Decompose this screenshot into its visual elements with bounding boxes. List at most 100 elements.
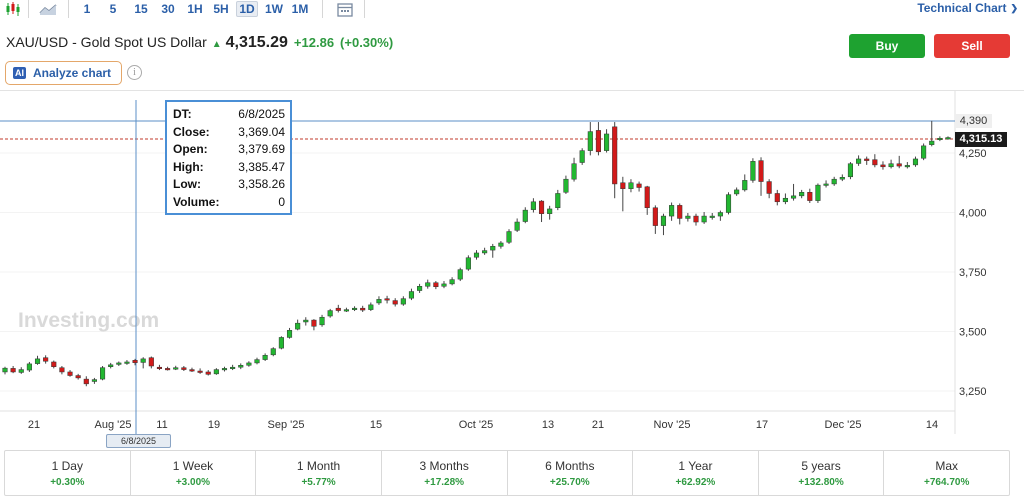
period-change: +132.80%: [798, 476, 844, 488]
candle-body: [709, 215, 715, 218]
interval-5[interactable]: 5: [109, 2, 117, 16]
candle-body: [579, 150, 585, 163]
candle-body: [10, 368, 16, 373]
candle-body: [669, 205, 675, 217]
area-chart-icon[interactable]: [38, 1, 58, 17]
candle-body: [856, 158, 862, 164]
candlestick-type-icon[interactable]: [4, 1, 22, 17]
candle-body: [197, 370, 203, 373]
candle-body: [912, 158, 919, 166]
x-tick-label: 19: [208, 419, 220, 431]
period-label: 1 Month: [296, 458, 341, 473]
toolbar-divider: [364, 0, 365, 18]
candle-body: [270, 348, 276, 356]
candle-body: [140, 358, 146, 363]
period-6-months[interactable]: 6 Months +25.70%: [508, 451, 634, 495]
candle-body: [75, 375, 81, 379]
candle-body: [522, 209, 528, 222]
y-tick-label: 3,250: [959, 386, 987, 398]
interval-1h[interactable]: 1H: [187, 2, 203, 16]
candle-body: [319, 316, 325, 326]
candle-body: [441, 283, 447, 287]
x-tick-label: 17: [756, 419, 768, 431]
candle-body: [514, 221, 520, 231]
x-tick-label: Sep '25: [268, 419, 305, 431]
period-3-months[interactable]: 3 Months +17.28%: [382, 451, 508, 495]
candle-body: [677, 205, 683, 219]
technical-chart-link[interactable]: Technical Chart ❯: [917, 1, 1018, 15]
candle-body: [18, 369, 24, 373]
price-chart[interactable]: Investing.com 3,2503,5003,7504,0004,250 …: [0, 0, 1024, 450]
candle-body: [352, 307, 358, 310]
period-1-week[interactable]: 1 Week +3.00%: [131, 451, 257, 495]
candle-body: [490, 246, 496, 251]
x-tick-label: Dec '25: [825, 419, 862, 431]
tooltip-key: Close:: [173, 124, 210, 139]
candle-body: [295, 322, 301, 330]
last-price-tag: 4,315.13: [955, 132, 1007, 147]
analyze-chart-button[interactable]: AI Analyze chart: [5, 61, 122, 85]
period-1-month[interactable]: 1 Month +5.77%: [256, 451, 382, 495]
candle-body: [116, 362, 122, 365]
period-change: +25.70%: [549, 476, 590, 488]
period-change: +5.77%: [301, 476, 336, 488]
x-tick-label: Oct '25: [459, 419, 494, 431]
sell-button[interactable]: Sell: [934, 34, 1010, 58]
candle-body: [717, 212, 723, 217]
technical-chart-label: Technical Chart: [917, 1, 1007, 15]
candle-body: [929, 140, 935, 145]
candle-body: [807, 192, 813, 201]
interval-1[interactable]: 1: [83, 2, 91, 16]
chart-toolbar: 1 5 15 30 1H 5H 1D 1W 1M Technical Chart…: [0, 0, 1024, 18]
tooltip-row: Open: 3,379.69: [173, 142, 285, 160]
tooltip-key: High:: [173, 159, 204, 174]
candle-body: [701, 215, 707, 223]
ai-icon: AI: [13, 67, 26, 79]
candle-body: [612, 126, 618, 185]
calendar-icon[interactable]: [336, 1, 354, 17]
candle-body: [262, 355, 268, 360]
toolbar-divider: [28, 0, 29, 18]
period-1-day[interactable]: 1 Day +0.30%: [5, 451, 131, 495]
buy-button[interactable]: Buy: [849, 34, 925, 58]
candle-body: [43, 357, 49, 362]
x-tick-label: 21: [28, 419, 40, 431]
tooltip-key: Open:: [173, 142, 208, 156]
candle-body: [327, 310, 333, 317]
interval-1m[interactable]: 1M: [291, 2, 309, 16]
candle-body: [173, 367, 179, 370]
tooltip-row: High: 3,385.47: [173, 160, 285, 178]
period-label: 1 Year: [678, 458, 713, 473]
candle-body: [384, 298, 390, 301]
y-tick-label: 4,250: [959, 148, 987, 160]
interval-1d[interactable]: 1D: [236, 1, 258, 17]
interval-1w[interactable]: 1W: [265, 2, 283, 16]
candle-body: [831, 178, 837, 185]
interval-30[interactable]: 30: [161, 2, 175, 16]
candle-body: [815, 184, 821, 201]
candle-body: [26, 363, 32, 371]
candle-body: [246, 362, 252, 366]
candle-body: [888, 163, 894, 168]
candle-body: [59, 367, 65, 373]
interval-15[interactable]: 15: [134, 2, 148, 16]
candle-body: [124, 361, 130, 364]
candle-body: [34, 358, 41, 364]
candle-body: [766, 181, 772, 194]
candle-body: [555, 193, 561, 208]
candle-body: [148, 357, 154, 367]
candle-body: [693, 215, 699, 223]
x-tick-label: 14: [926, 419, 938, 431]
candle-body: [685, 215, 691, 219]
up-arrow-icon: ▲: [211, 39, 222, 50]
tooltip-key: Volume:: [173, 194, 220, 209]
info-icon[interactable]: i: [127, 65, 142, 80]
candle-body: [67, 371, 73, 376]
period-max[interactable]: Max +764.70%: [884, 451, 1009, 495]
candle-body: [530, 201, 536, 210]
interval-5h[interactable]: 5H: [213, 2, 229, 16]
period-5-years[interactable]: 5 years +132.80%: [759, 451, 885, 495]
period-1-year[interactable]: 1 Year +62.92%: [633, 451, 759, 495]
price-change-pct: (+0.30%): [340, 35, 394, 50]
candle-body: [213, 369, 219, 375]
